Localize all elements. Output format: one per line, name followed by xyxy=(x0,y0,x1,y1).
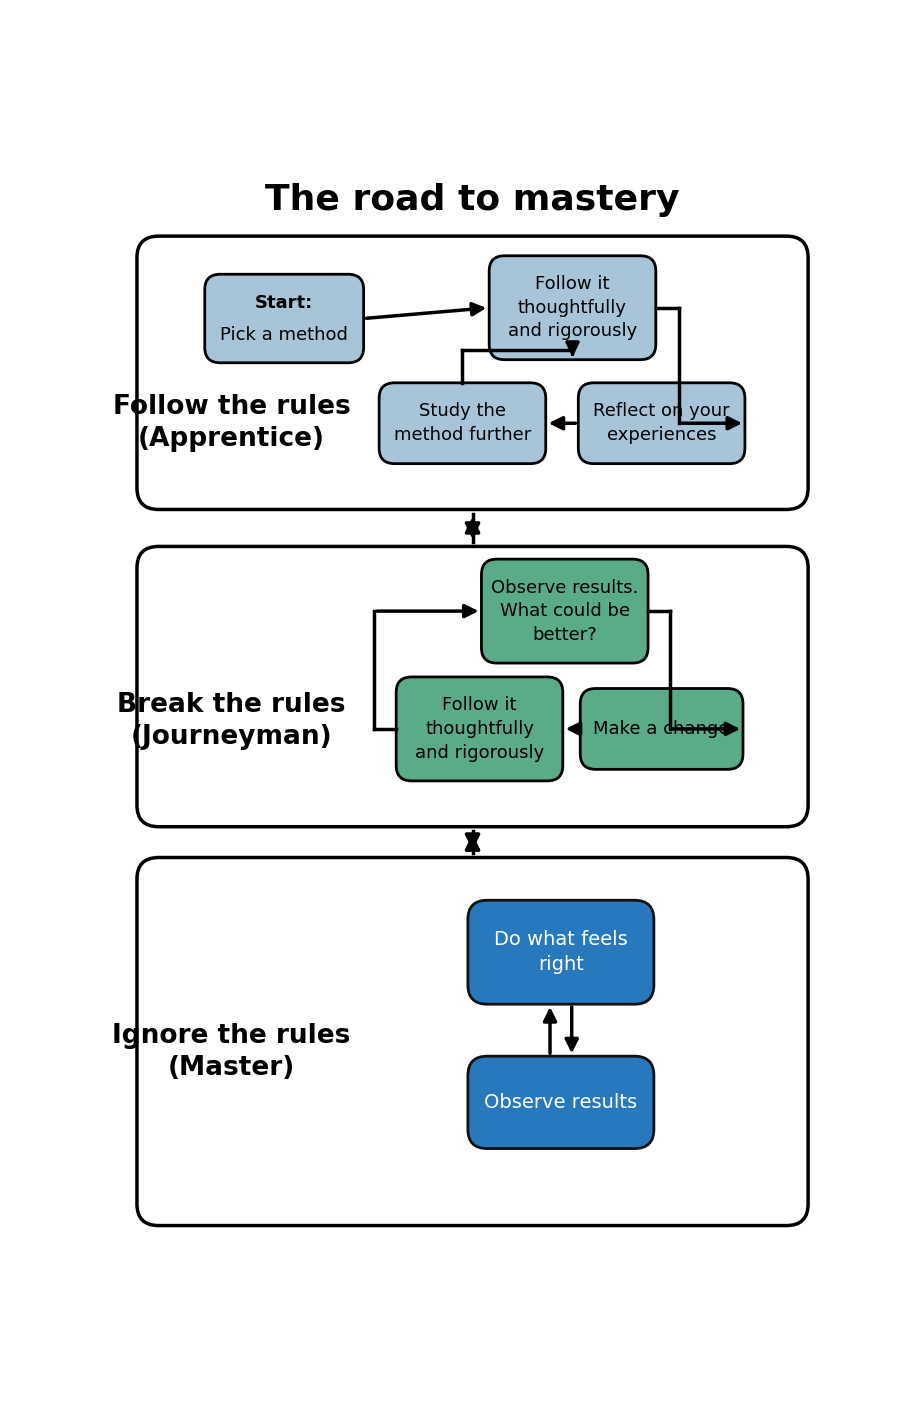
Text: Pick a method: Pick a method xyxy=(220,327,349,345)
FancyBboxPatch shape xyxy=(137,236,808,509)
FancyBboxPatch shape xyxy=(490,255,656,359)
FancyBboxPatch shape xyxy=(467,1056,654,1149)
FancyBboxPatch shape xyxy=(205,274,363,363)
FancyBboxPatch shape xyxy=(481,560,648,664)
FancyBboxPatch shape xyxy=(580,689,743,769)
Text: The road to mastery: The road to mastery xyxy=(266,182,680,217)
Text: Follow the rules
(Apprentice): Follow the rules (Apprentice) xyxy=(112,394,350,452)
FancyBboxPatch shape xyxy=(137,857,808,1226)
Text: Follow it
thoughtfully
and rigorously: Follow it thoughtfully and rigorously xyxy=(508,275,637,341)
Text: Do what feels
right: Do what feels right xyxy=(494,930,628,974)
Text: Reflect on your
experiences: Reflect on your experiences xyxy=(594,403,730,443)
Text: Make a change: Make a change xyxy=(594,720,730,738)
Text: Observe results.
What could be
better?: Observe results. What could be better? xyxy=(491,578,638,644)
Text: Ignore the rules
(Master): Ignore the rules (Master) xyxy=(112,1023,350,1082)
Text: Observe results: Observe results xyxy=(484,1093,637,1111)
FancyBboxPatch shape xyxy=(379,383,546,463)
Text: Break the rules
(Journeyman): Break the rules (Journeyman) xyxy=(117,692,346,751)
FancyBboxPatch shape xyxy=(137,546,808,826)
FancyBboxPatch shape xyxy=(396,676,562,781)
FancyBboxPatch shape xyxy=(467,901,654,1005)
Text: Follow it
thoughtfully
and rigorously: Follow it thoughtfully and rigorously xyxy=(415,696,544,762)
FancyBboxPatch shape xyxy=(578,383,745,463)
Text: Study the
method further: Study the method further xyxy=(394,403,531,443)
Text: Start:: Start: xyxy=(255,295,313,311)
